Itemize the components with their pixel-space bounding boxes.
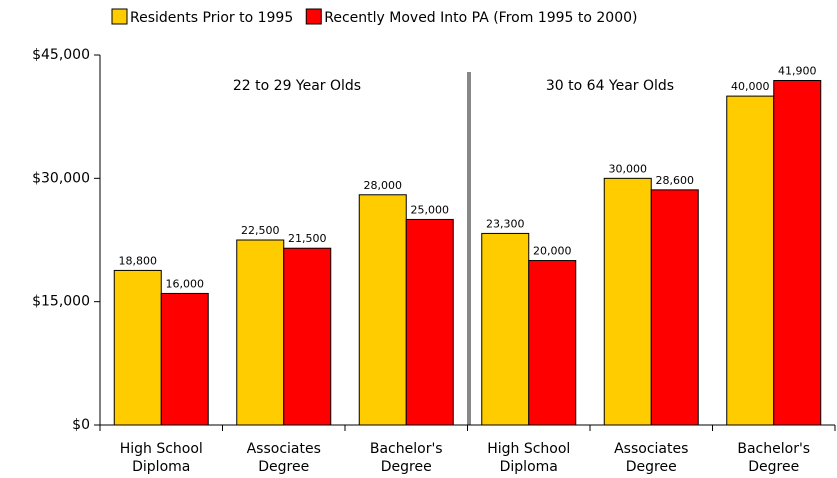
value-label: 41,900 xyxy=(778,64,817,77)
value-label: 18,800 xyxy=(119,254,158,267)
bar xyxy=(481,232,530,426)
x-tick-label-line: Associates xyxy=(247,441,321,457)
legend-label: Recently Moved Into PA (From 1995 to 200… xyxy=(324,10,637,26)
x-tick-label-line: Bachelor's xyxy=(737,441,810,457)
x-tick-label: Bachelor's Degree xyxy=(737,441,810,475)
x-tick-label-line: Degree xyxy=(258,459,309,475)
bar xyxy=(358,194,407,426)
x-tick-label-line: High School xyxy=(487,441,570,457)
y-tick-label: $0 xyxy=(72,417,90,433)
x-tick-label-line: Degree xyxy=(748,459,799,475)
annotation: 22 to 29 Year Olds xyxy=(233,78,361,94)
value-label: 40,000 xyxy=(731,80,770,93)
bar xyxy=(528,260,577,426)
y-tick-label: $15,000 xyxy=(32,294,90,310)
x-tick-label: High School Diploma xyxy=(487,441,570,475)
y-tick-label: $45,000 xyxy=(32,47,90,63)
x-tick-label-line: Diploma xyxy=(500,459,558,475)
value-label: 28,000 xyxy=(364,179,403,192)
bar xyxy=(773,79,822,426)
annotation: 30 to 64 Year Olds xyxy=(546,78,674,94)
bar xyxy=(603,177,652,426)
x-tick-label-line: Diploma xyxy=(132,459,190,475)
bar xyxy=(236,239,285,426)
bar xyxy=(726,95,775,426)
legend-swatch xyxy=(305,8,322,25)
value-label: 21,500 xyxy=(288,232,327,245)
value-label: 16,000 xyxy=(166,277,205,290)
bar xyxy=(650,189,699,426)
x-tick-label-line: High School xyxy=(120,441,203,457)
x-tick-label-line: Associates xyxy=(614,441,688,457)
value-label: 28,600 xyxy=(656,174,695,187)
value-label: 30,000 xyxy=(609,162,648,175)
x-tick-label: Associates Degree xyxy=(247,441,321,475)
bar xyxy=(160,292,209,426)
x-tick-label: Associates Degree xyxy=(614,441,688,475)
legend-label: Residents Prior to 1995 xyxy=(130,10,293,26)
bar xyxy=(283,247,332,426)
value-label: 20,000 xyxy=(533,245,572,258)
legend-swatch xyxy=(111,8,128,25)
x-tick-label: Bachelor's Degree xyxy=(370,441,443,475)
bar xyxy=(405,218,454,426)
x-tick-label: High School Diploma xyxy=(120,441,203,475)
value-label: 22,500 xyxy=(241,224,280,237)
value-label: 23,300 xyxy=(486,217,525,230)
x-tick-label-line: Degree xyxy=(381,459,432,475)
x-tick-label-line: Bachelor's xyxy=(370,441,443,457)
value-label: 25,000 xyxy=(411,203,450,216)
y-tick-label: $30,000 xyxy=(32,170,90,186)
bar xyxy=(113,269,162,426)
x-tick-label-line: Degree xyxy=(626,459,677,475)
